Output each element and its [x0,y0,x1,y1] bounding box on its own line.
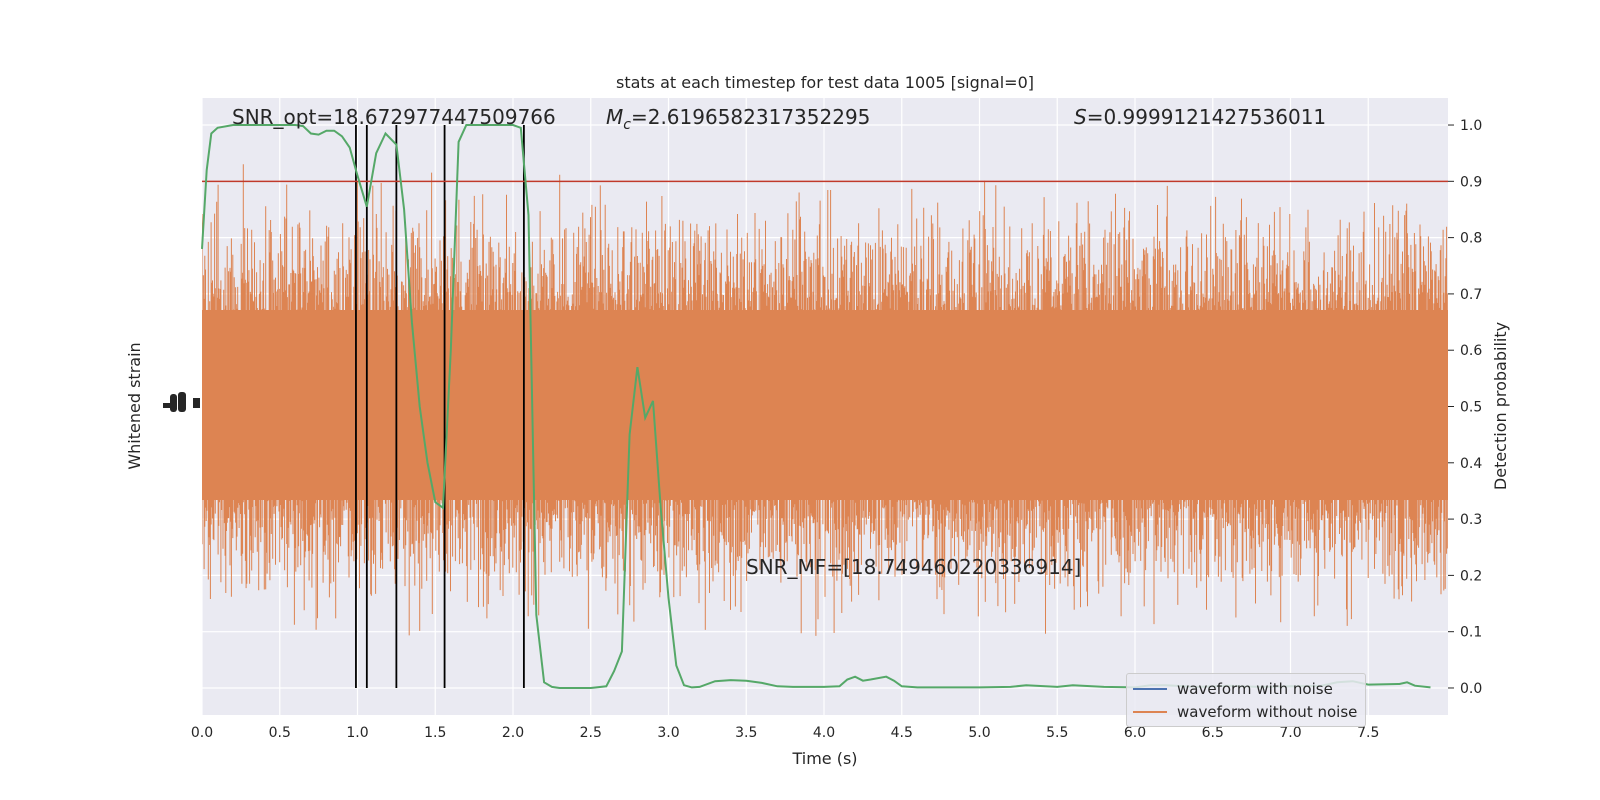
y-tick-label: 0.4 [1460,456,1482,472]
y-tick-label: 0.5 [1460,400,1482,416]
y-tick-label: 0.3 [1460,512,1482,528]
left-axis-label: Whitened strain [125,342,144,469]
legend-entry-without-noise: waveform without noise [1133,702,1357,722]
x-tick-label: 2.0 [502,725,524,741]
y-tick-labels: 0.0 0.1 0.2 0.3 0.4 0.5 0.6 0.7 0.8 0.9 1.0 [1448,118,1482,697]
y-tick-label: 0.1 [1460,625,1482,641]
snr-mf-annotation: SNR_MF=[18.749460220336914] [746,555,1081,579]
x-axis-label: Time (s) [791,749,857,768]
x-tick-label: 2.5 [580,725,602,741]
x-tick-label: 3.0 [657,725,679,741]
y-tick-label: 1.0 [1460,118,1482,134]
mc-annotation: Mc=2.6196582317352295 [606,105,870,133]
x-tick-label: 6.5 [1202,725,1224,741]
x-tick-label: 7.5 [1357,725,1379,741]
x-tick-label: 7.0 [1279,725,1301,741]
x-tick-label: 6.0 [1124,725,1146,741]
x-tick-label: 0.0 [191,725,213,741]
y-tick-label: 0.6 [1460,343,1482,359]
legend-swatch [1133,688,1167,690]
snr-opt-annotation: SNR_opt=18.672977447509766 [232,105,556,129]
x-tick-label: 5.5 [1046,725,1068,741]
y-tick-label: 0.2 [1460,568,1482,584]
x-tick-label: 4.0 [813,725,835,741]
strain-core [202,310,1448,500]
x-tick-label: 4.5 [891,725,913,741]
legend: waveform with noise waveform without noi… [1126,673,1366,727]
left-axis-garbled-ticks [163,392,200,412]
s-annotation: S=0.9999121427536011 [1074,105,1326,129]
vertical-markers [355,125,525,688]
x-tick-label: 5.0 [968,725,990,741]
legend-swatch [1133,711,1167,713]
legend-label: waveform without noise [1177,703,1358,721]
right-axis-label: Detection probability [1491,322,1510,490]
x-tick-labels: 0.0 0.5 1.0 1.5 2.0 2.5 3.0 3.5 4.0 4.5 5.0 5.5 6.0 6… [191,725,1380,741]
y-tick-label: 0.9 [1460,174,1482,190]
legend-label: waveform with noise [1177,680,1333,698]
x-tick-label: 1.0 [346,725,368,741]
legend-entry-with-noise: waveform with noise [1133,679,1333,699]
waveform-without-noise-series [202,164,1448,636]
x-tick-label: 0.5 [269,725,291,741]
y-tick-label: 0.7 [1460,287,1482,303]
y-tick-label: 0.8 [1460,231,1482,247]
x-tick-label: 1.5 [424,725,446,741]
x-tick-label: 3.5 [735,725,757,741]
detection-probability-line [201,124,1431,689]
y-tick-label: 0.0 [1460,681,1482,697]
chart-title: stats at each timestep for test data 100… [616,73,1034,92]
